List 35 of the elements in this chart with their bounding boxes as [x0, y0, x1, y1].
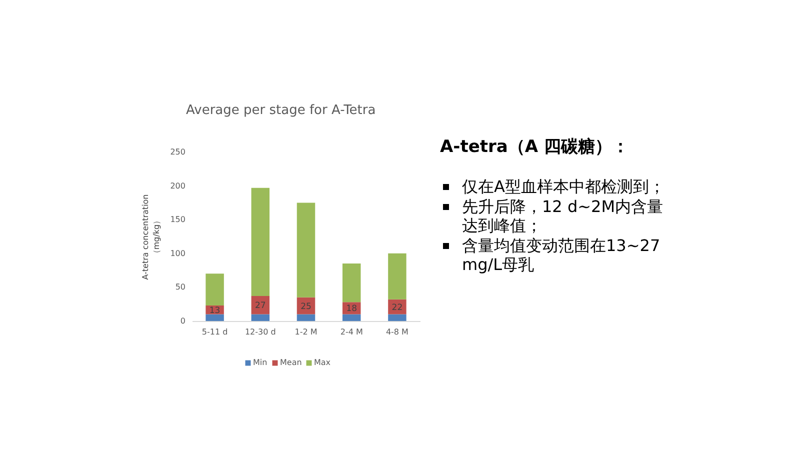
bar	[388, 314, 406, 321]
text: 仅在A型血样本中都检测到；	[461, 177, 666, 196]
y-tick-label: 200	[170, 181, 186, 190]
data-label: 22	[392, 302, 403, 313]
x-tick-label: 4-8 M	[386, 328, 409, 336]
bar	[296, 314, 316, 321]
x-tick-label: 2-4 M	[340, 328, 363, 336]
legend-label: Min	[253, 358, 268, 367]
data-label: 25	[300, 302, 312, 312]
bar	[206, 314, 224, 321]
bar	[296, 202, 316, 298]
y-tick-label: 150	[170, 215, 186, 224]
data-label: 13	[209, 306, 220, 316]
bar	[251, 188, 270, 296]
text: A-tetra（A 四碳糖）：	[440, 136, 630, 158]
chart-title: Average per stage for A-Tetra	[186, 103, 376, 118]
bar	[342, 314, 361, 321]
x-tick-label: 5-11 d	[202, 328, 228, 336]
legend-label: Max	[314, 358, 331, 367]
x-tick-label: 12-30 d	[244, 328, 276, 336]
text: 含量均值变动范围在13~27 mg/L母乳	[461, 236, 662, 274]
bar	[206, 274, 224, 306]
y-tick-label: 0	[180, 316, 186, 326]
y-tick-label: 250	[170, 148, 186, 156]
y-axis-title: A-tetra concentration （mg/kg）	[141, 194, 162, 280]
data-label: 27	[254, 301, 266, 312]
data-label: 18	[346, 304, 358, 314]
bar	[251, 314, 270, 321]
x-tick-label: 1-2 M	[294, 328, 318, 336]
bar	[342, 264, 361, 302]
y-tick-label: 50	[175, 282, 186, 292]
legend-label: Mean	[280, 358, 302, 367]
y-tick-label: 100	[170, 248, 186, 258]
bar	[388, 253, 406, 300]
text: 先升后降，12 d~2M内含量达到峰值；	[461, 197, 664, 235]
